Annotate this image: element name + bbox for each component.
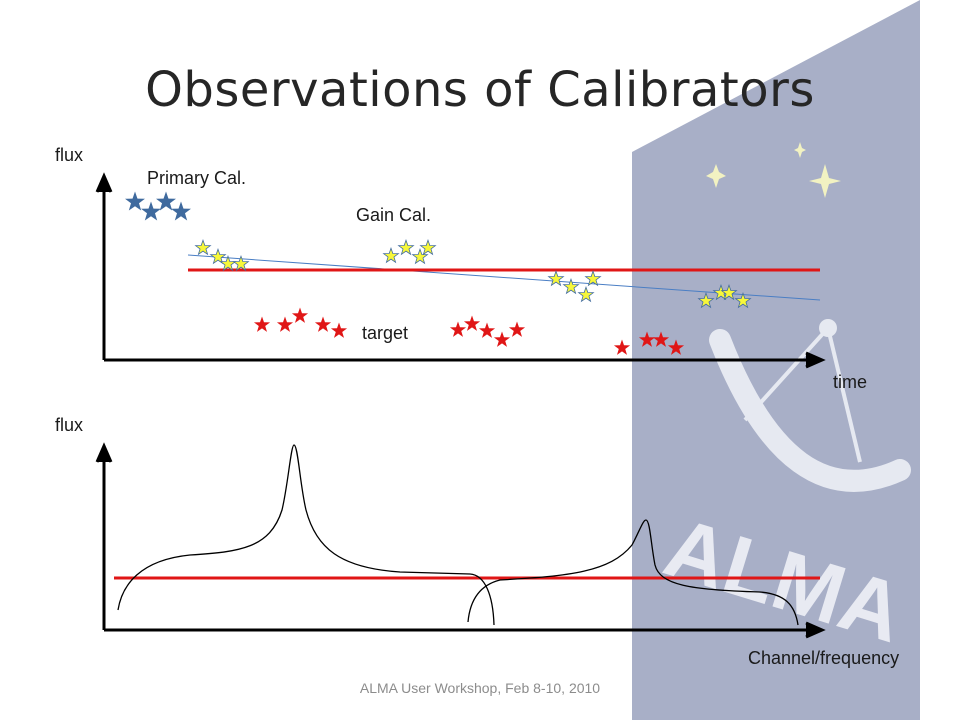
- gain-calibrator-star-icon: [398, 239, 414, 255]
- primary-cal-label: Primary Cal.: [147, 168, 247, 188]
- gain-cal-label: Gain Cal.: [356, 205, 432, 225]
- gain-calibrator-star-icon: [548, 270, 564, 286]
- target-star-icon: [449, 321, 467, 337]
- target-star-icon: [253, 316, 271, 332]
- sparkle-icon: [706, 142, 841, 198]
- target-star-icon: [463, 315, 481, 331]
- bandpass-curves: [117, 444, 799, 626]
- slide-title: Observations of Calibrators: [145, 62, 815, 118]
- target-star-icon: [613, 339, 631, 355]
- top-y-axis-label: flux: [55, 145, 84, 165]
- primary-calibrator-star-icon: [125, 191, 145, 211]
- antenna-dish-icon: [709, 319, 911, 492]
- target-stars: [253, 307, 685, 355]
- top-plot-axes: [95, 172, 826, 369]
- gain-calibrator-star-icon: [578, 286, 594, 302]
- bottom-y-axis-label: flux: [55, 415, 84, 435]
- slide-footer: ALMA User Workshop, Feb 8-10, 2010: [359, 680, 601, 696]
- target-star-icon: [291, 307, 309, 323]
- primary-calibrator-star-icon: [141, 201, 161, 221]
- bottom-x-axis-label: Channel/frequency: [748, 648, 900, 668]
- target-star-icon: [638, 331, 656, 347]
- top-x-axis-label: time: [833, 372, 868, 392]
- gain-calibrator-star-icon: [383, 247, 399, 263]
- bottom-plot-axes: [95, 442, 826, 639]
- primary-cal-stars: [125, 191, 191, 221]
- primary-calibrator-star-icon: [156, 191, 176, 211]
- gain-calibrator-star-icon: [420, 239, 436, 255]
- gain-cal-stars: [195, 239, 751, 308]
- gain-calibrator-star-icon: [698, 292, 714, 308]
- target-label: target: [362, 323, 409, 343]
- gain-trend-line: [187, 254, 821, 301]
- target-star-icon: [493, 331, 511, 347]
- target-star-icon: [314, 316, 332, 332]
- target-star-icon: [330, 322, 348, 338]
- primary-calibrator-star-icon: [171, 201, 191, 221]
- target-star-icon: [508, 321, 526, 337]
- gain-calibrator-star-icon: [195, 239, 211, 255]
- target-star-icon: [276, 316, 294, 332]
- target-star-icon: [478, 322, 496, 338]
- gain-calibrator-star-icon: [563, 278, 579, 294]
- target-star-icon: [667, 339, 685, 355]
- target-star-icon: [652, 331, 670, 347]
